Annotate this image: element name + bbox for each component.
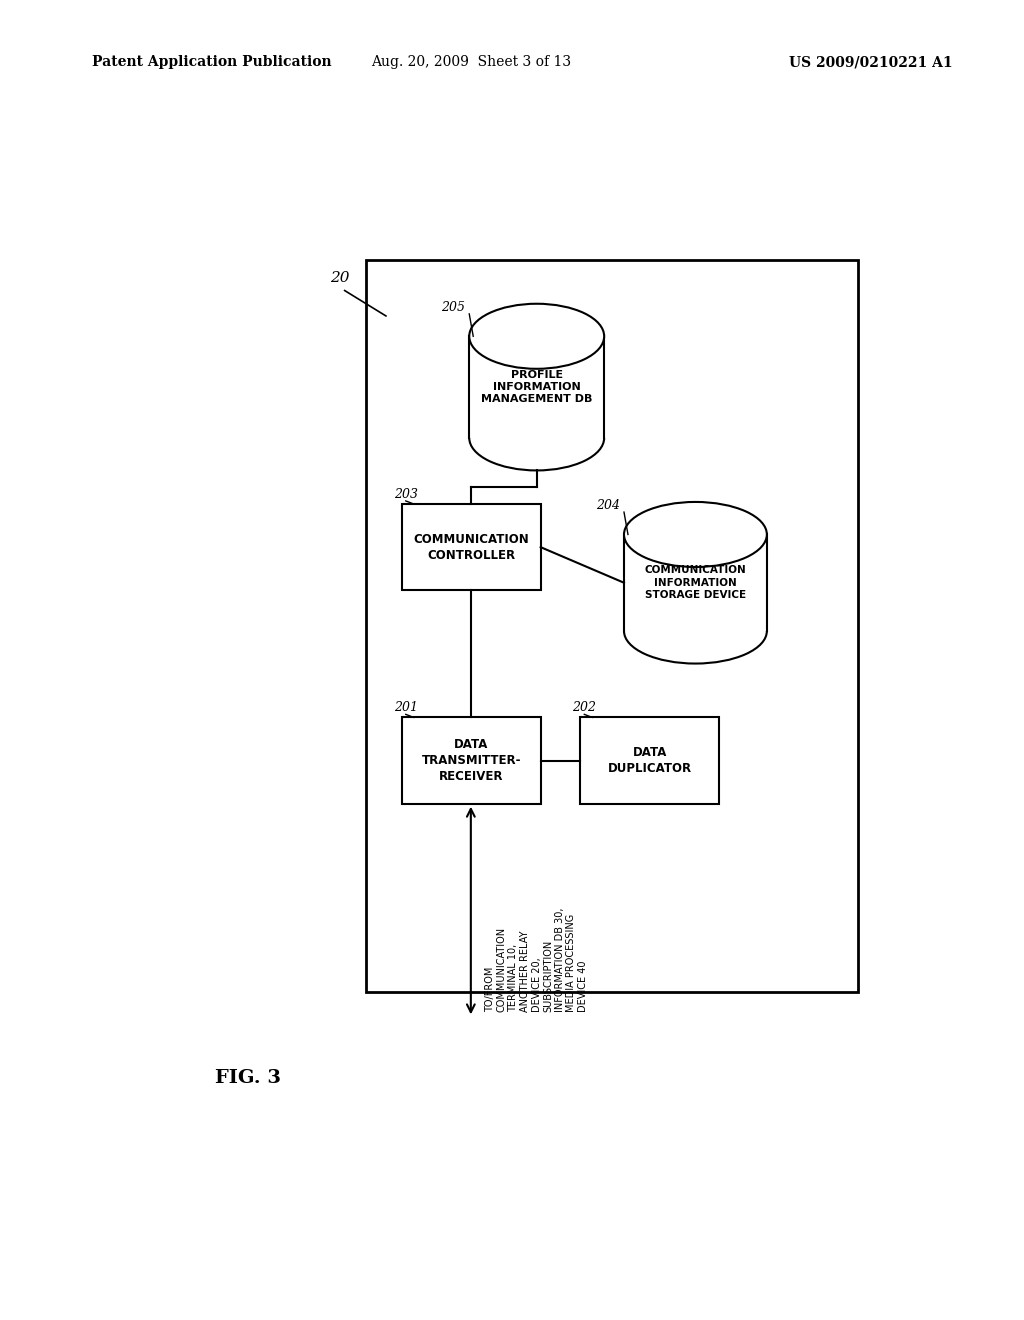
Text: Patent Application Publication: Patent Application Publication	[92, 55, 332, 70]
Ellipse shape	[469, 304, 604, 368]
Text: TO/FROM
COMMUNICATION
TERMINAL 10,
ANOTHER RELAY
DEVICE 20,
SUBSCRIPTION
INFORMA: TO/FROM COMMUNICATION TERMINAL 10, ANOTH…	[485, 908, 588, 1012]
Text: 202: 202	[572, 701, 596, 714]
Text: FIG. 3: FIG. 3	[215, 1069, 282, 1088]
Text: COMMUNICATION
INFORMATION
STORAGE DEVICE: COMMUNICATION INFORMATION STORAGE DEVICE	[644, 565, 746, 601]
Ellipse shape	[624, 502, 767, 568]
Text: 20: 20	[331, 272, 350, 285]
Bar	[624, 535, 767, 631]
Bar	[401, 718, 541, 804]
Text: 204: 204	[596, 499, 620, 512]
Bar	[367, 260, 858, 991]
Bar	[401, 504, 541, 590]
Text: PROFILE
INFORMATION
MANAGEMENT DB: PROFILE INFORMATION MANAGEMENT DB	[481, 370, 593, 404]
Text: US 2009/0210221 A1: US 2009/0210221 A1	[788, 55, 952, 70]
Text: 203: 203	[394, 488, 418, 500]
Text: COMMUNICATION
CONTROLLER: COMMUNICATION CONTROLLER	[414, 533, 529, 562]
Text: DATA
DUPLICATOR: DATA DUPLICATOR	[607, 746, 692, 775]
Bar	[469, 337, 604, 438]
Bar	[581, 718, 719, 804]
Text: Aug. 20, 2009  Sheet 3 of 13: Aug. 20, 2009 Sheet 3 of 13	[371, 55, 571, 70]
Text: 205: 205	[441, 301, 465, 314]
Text: 201: 201	[394, 701, 418, 714]
Text: DATA
TRANSMITTER-
RECEIVER: DATA TRANSMITTER- RECEIVER	[422, 738, 521, 783]
